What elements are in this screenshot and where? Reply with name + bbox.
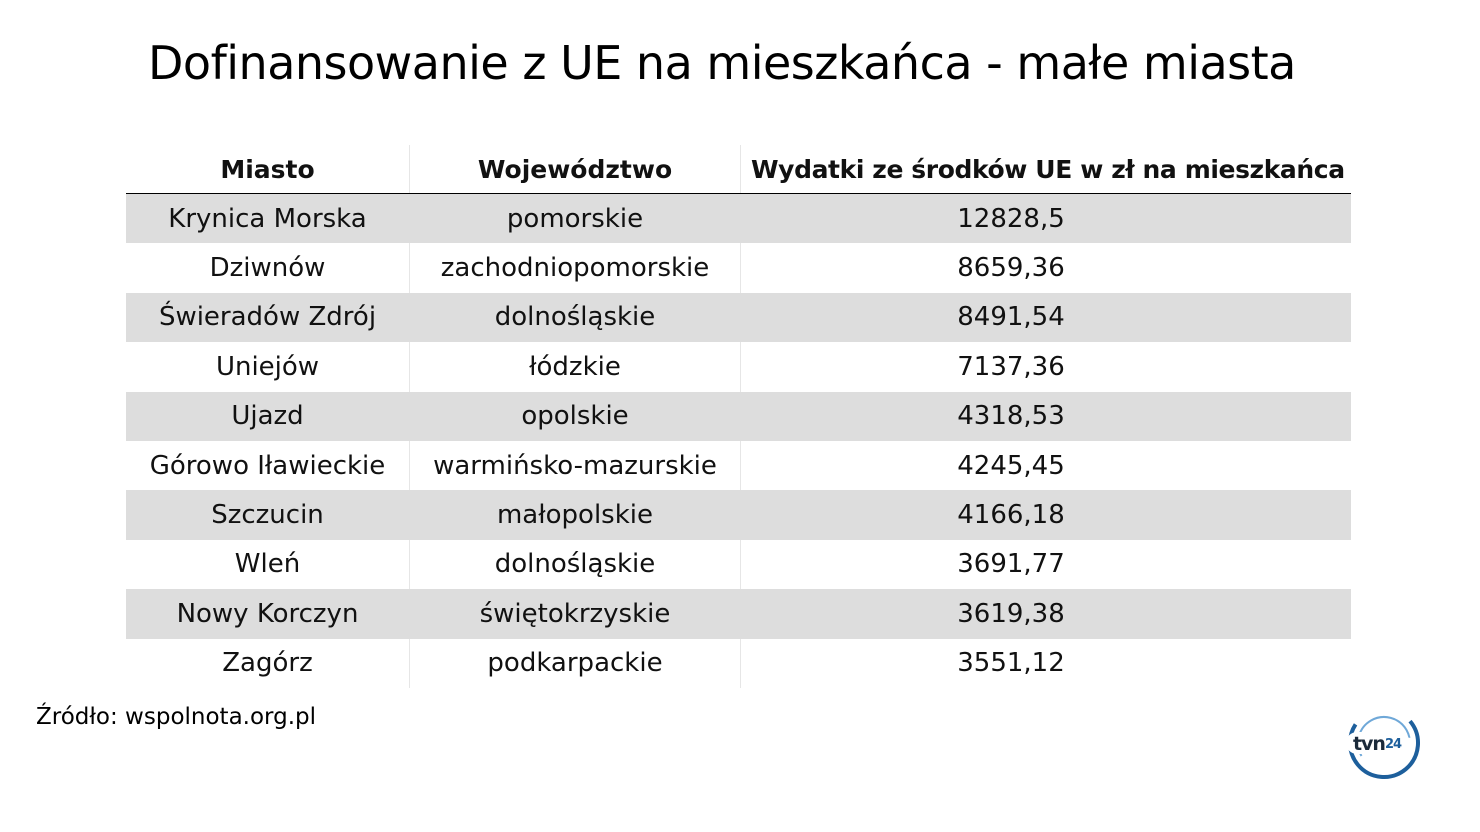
cell-wojewodztwo: łódzkie (409, 342, 740, 392)
tvn24-logo-icon: tvn24 (1346, 707, 1420, 779)
cell-wydatki: 3551,12 (740, 638, 1351, 688)
source-note: Źródło: wspolnota.org.pl (36, 704, 316, 730)
table-row: Wleń dolnośląskie 3691,77 (126, 539, 1351, 590)
column-header-wydatki: Wydatki ze środków UE w zł na mieszkańca (740, 145, 1351, 193)
cell-wydatki: 8491,54 (740, 292, 1351, 343)
table-row: Świeradów Zdrój dolnośląskie 8491,54 (126, 292, 1351, 343)
table-row: Dziwnów zachodniopomorskie 8659,36 (126, 243, 1351, 293)
logo-text: tvn24 (1353, 733, 1402, 755)
cell-miasto: Nowy Korczyn (176, 598, 359, 629)
cell-miasto: Świeradów Zdrój (158, 302, 377, 333)
cell-wydatki: 4166,18 (740, 490, 1351, 540)
page-title: Dofinansowanie z UE na mieszkańca - małe… (148, 36, 1296, 90)
table-body: Krynica Morska pomorskie 12828,5 Dziwnów zac… (126, 194, 1351, 688)
column-header-wojewodztwo: Województwo (409, 145, 740, 193)
table-header: Miasto Województwo Wydatki ze środków UE… (126, 145, 1351, 194)
cell-wojewodztwo: dolnośląskie (409, 539, 740, 590)
cell-miasto: Dziwnów (209, 253, 326, 284)
cell-wydatki: 4318,53 (740, 391, 1351, 441)
cell-wojewodztwo: opolskie (409, 391, 740, 441)
table-row: Górowo Iławieckie warmińsko-mazurskie 4245… (126, 440, 1351, 491)
cell-miasto: Uniejów (215, 351, 320, 382)
cell-wojewodztwo: warmińsko-mazurskie (409, 440, 740, 491)
cell-miasto: Szczucin (211, 500, 324, 531)
cell-wydatki: 8659,36 (740, 243, 1351, 293)
cell-miasto: Górowo Iławieckie (149, 450, 386, 481)
table-row: Ujazd opolskie 4318,53 (126, 391, 1351, 441)
cell-miasto: Zagórz (222, 648, 313, 679)
cell-wydatki: 7137,36 (740, 342, 1351, 392)
cell-wojewodztwo: dolnośląskie (409, 292, 740, 343)
cell-miasto: Krynica Morska (168, 203, 367, 234)
cell-wydatki: 12828,5 (740, 194, 1351, 244)
cell-wojewodztwo: zachodniopomorskie (409, 243, 740, 293)
cell-wydatki: 3691,77 (740, 539, 1351, 590)
cell-miasto: Wleń (234, 549, 301, 580)
cell-wydatki: 4245,45 (740, 440, 1351, 491)
cell-wojewodztwo: świętokrzyskie (409, 589, 740, 639)
cell-wojewodztwo: pomorskie (409, 194, 740, 244)
data-table: Miasto Województwo Wydatki ze środków UE… (126, 145, 1351, 688)
column-header-miasto: Miasto (220, 154, 315, 184)
table-row: Nowy Korczyn świętokrzyskie 3619,38 (126, 589, 1351, 639)
cell-wojewodztwo: podkarpackie (409, 638, 740, 688)
cell-miasto: Ujazd (231, 401, 304, 432)
table-row: Szczucin małopolskie 4166,18 (126, 490, 1351, 540)
cell-wydatki: 3619,38 (740, 589, 1351, 639)
table-row: Zagórz podkarpackie 3551,12 (126, 638, 1351, 688)
cell-wojewodztwo: małopolskie (409, 490, 740, 540)
table-row: Uniejów łódzkie 7137,36 (126, 342, 1351, 392)
table-row: Krynica Morska pomorskie 12828,5 (126, 194, 1351, 244)
